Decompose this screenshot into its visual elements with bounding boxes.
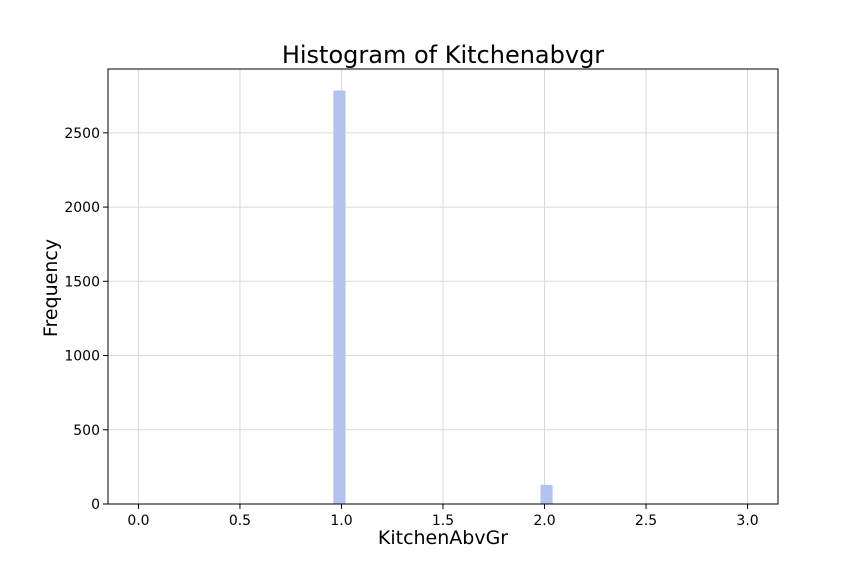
y-tick-label: 0 <box>91 497 100 513</box>
y-tick-label: 2000 <box>64 200 100 216</box>
histogram-bar <box>540 484 553 504</box>
x-tick-label: 1.0 <box>330 513 352 529</box>
x-tick-label: 0.0 <box>127 513 149 529</box>
chart-title: Histogram of Kitchenabvgr <box>282 41 604 69</box>
x-tick-label: 1.5 <box>432 513 454 529</box>
x-tick-label: 0.5 <box>229 513 251 529</box>
bars <box>333 90 553 504</box>
x-tick-label: 3.0 <box>736 513 758 529</box>
axis-ticks: 0.0 0.5 1.0 1.5 2.0 2.5 3.0 0 500 1000 1500 2000 250… <box>64 126 758 529</box>
y-tick-label: 1000 <box>64 349 100 365</box>
histogram-bar <box>333 90 346 504</box>
y-tick-label: 2500 <box>64 126 100 142</box>
x-axis-label: KitchenAbvGr <box>378 527 508 549</box>
y-tick-label: 500 <box>73 423 100 439</box>
x-tick-label: 2.5 <box>635 513 657 529</box>
y-axis-label: Frequency <box>40 239 62 337</box>
x-tick-label: 2.0 <box>533 513 555 529</box>
y-tick-label: 1500 <box>64 274 100 290</box>
grid-lines <box>108 69 778 505</box>
